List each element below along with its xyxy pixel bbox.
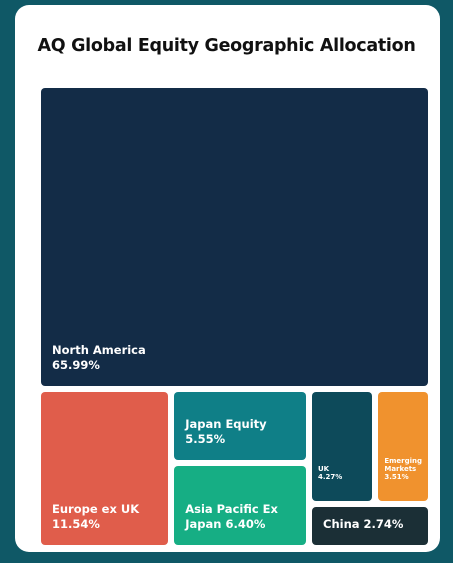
cell-name: Emerging Markets (384, 456, 423, 473)
treemap-cell: North America 65.99% (41, 88, 428, 386)
cell-value: 5.55% (185, 432, 226, 447)
cell-value: 4.27% (318, 472, 343, 481)
cell-name: UK (318, 464, 330, 473)
cell-label: North America 65.99% (52, 343, 420, 373)
cell-value: 6.40% (225, 516, 266, 531)
cell-value: 11.54% (52, 516, 100, 531)
treemap-cell: UK 4.27% (312, 391, 373, 501)
treemap: North America 65.99% Europe ex UK 11.54% Jap… (41, 88, 428, 545)
cell-label: Europe ex UK 11.54% (52, 502, 160, 532)
cell-value: 3.51% (384, 472, 409, 481)
treemap-cell: Emerging Markets 3.51% (378, 391, 428, 501)
cell-label: Asia Pacific Ex Japan 6.40% (185, 502, 298, 532)
cell-label: UK 4.27% (318, 465, 368, 481)
treemap-cell: Asia Pacific Ex Japan 6.40% (174, 466, 306, 545)
treemap-cell: Japan Equity 5.55% (174, 391, 306, 461)
treemap-cell: China 2.74% (312, 506, 428, 545)
cell-name: Asia Pacific Ex Japan (185, 501, 278, 531)
cell-label: Emerging Markets 3.51% (384, 457, 424, 481)
cell-label: China 2.74% (323, 517, 420, 532)
cell-value: 2.74% (363, 516, 404, 531)
cell-name: China (323, 516, 360, 531)
cell-name: Europe ex UK (52, 501, 140, 516)
cell-name: North America (52, 342, 146, 357)
cell-label: Japan Equity 5.55% (185, 417, 298, 447)
cell-name: Japan Equity (185, 417, 267, 432)
cell-value: 65.99% (52, 357, 100, 372)
treemap-cell: Europe ex UK 11.54% (41, 391, 169, 545)
chart-title: AQ Global Equity Geographic Allocation (37, 36, 416, 56)
